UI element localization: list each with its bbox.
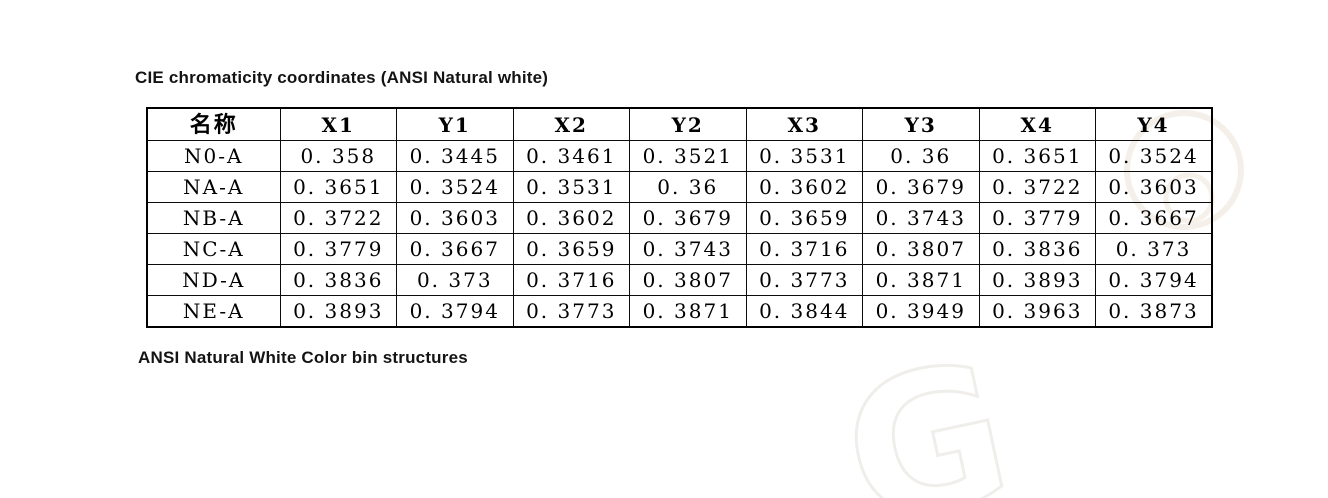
column-header-x1: X1 <box>279 107 397 141</box>
value-cell: 0. 3871 <box>862 264 980 296</box>
value-cell: 0. 3531 <box>745 140 863 172</box>
table-row: ND-A 0. 3836 0. 373 0. 3716 0. 3807 0. 3773 0.… <box>146 264 1213 296</box>
value-cell: 0. 3779 <box>978 202 1096 234</box>
value-cell: 0. 3794 <box>1095 264 1213 296</box>
value-cell: 0. 3445 <box>396 140 514 172</box>
row-name-cell: NE-A <box>146 295 281 328</box>
value-cell: 0. 3743 <box>862 202 980 234</box>
watermark-g-icon: G <box>825 319 1029 498</box>
value-cell: 0. 3807 <box>862 233 980 265</box>
row-name-cell: NB-A <box>146 202 281 234</box>
table-row: N0-A 0. 358 0. 3445 0. 3461 0. 3521 0. 3531 0.… <box>146 140 1213 172</box>
value-cell: 0. 3716 <box>745 233 863 265</box>
value-cell: 0. 3659 <box>512 233 630 265</box>
value-cell: 0. 3873 <box>1095 295 1213 328</box>
table-header-row: 名称 X1 Y1 X2 Y2 X3 Y3 X4 Y4 <box>146 107 1213 141</box>
row-name-cell: ND-A <box>146 264 281 296</box>
table-row: NB-A 0. 3722 0. 3603 0. 3602 0. 3679 0. 3659 0… <box>146 202 1213 234</box>
value-cell: 0. 3602 <box>745 171 863 203</box>
column-header-y2: Y2 <box>629 107 747 141</box>
column-header-y3: Y3 <box>862 107 980 141</box>
chromaticity-table: 名称 X1 Y1 X2 Y2 X3 Y3 X4 Y4 N0-A 0. 358 0. … <box>146 107 1213 328</box>
table-row: NC-A 0. 3779 0. 3667 0. 3659 0. 3743 0. 3716 0… <box>146 233 1213 265</box>
value-cell: 0. 3651 <box>279 171 397 203</box>
value-cell: 0. 3836 <box>978 233 1096 265</box>
column-header-x4: X4 <box>978 107 1096 141</box>
value-cell: 0. 358 <box>279 140 397 172</box>
row-name-cell: N0-A <box>146 140 281 172</box>
value-cell: 0. 3524 <box>396 171 514 203</box>
value-cell: 0. 3716 <box>512 264 630 296</box>
value-cell: 0. 3963 <box>978 295 1096 328</box>
table-row: NE-A 0. 3893 0. 3794 0. 3773 0. 3871 0. 3844 0… <box>146 295 1213 328</box>
value-cell: 0. 3773 <box>745 264 863 296</box>
value-cell: 0. 3679 <box>862 171 980 203</box>
section-label: ANSI Natural White Color bin structures <box>138 348 468 367</box>
value-cell: 0. 3651 <box>978 140 1096 172</box>
table-body: N0-A 0. 358 0. 3445 0. 3461 0. 3521 0. 3531 0.… <box>146 140 1213 328</box>
value-cell: 0. 36 <box>629 171 747 203</box>
table-title: CIE chromaticity coordinates (ANSI Natur… <box>135 68 549 87</box>
value-cell: 0. 3893 <box>978 264 1096 296</box>
value-cell: 0. 3836 <box>279 264 397 296</box>
value-cell: 0. 3722 <box>978 171 1096 203</box>
value-cell: 0. 3659 <box>745 202 863 234</box>
table-row: NA-A 0. 3651 0. 3524 0. 3531 0. 36 0. 3602 0. … <box>146 171 1213 203</box>
svg-text:G: G <box>827 320 1028 498</box>
value-cell: 0. 373 <box>396 264 514 296</box>
value-cell: 0. 3949 <box>862 295 980 328</box>
value-cell: 0. 3603 <box>396 202 514 234</box>
value-cell: 0. 3602 <box>512 202 630 234</box>
value-cell: 0. 3521 <box>629 140 747 172</box>
column-header-y4: Y4 <box>1095 107 1213 141</box>
value-cell: 0. 3844 <box>745 295 863 328</box>
value-cell: 0. 3667 <box>396 233 514 265</box>
column-header-name: 名称 <box>146 107 281 141</box>
value-cell: 0. 3603 <box>1095 171 1213 203</box>
value-cell: 0. 3667 <box>1095 202 1213 234</box>
value-cell: 0. 3743 <box>629 233 747 265</box>
value-cell: 0. 3893 <box>279 295 397 328</box>
value-cell: 0. 36 <box>862 140 980 172</box>
value-cell: 0. 3531 <box>512 171 630 203</box>
value-cell: 0. 3807 <box>629 264 747 296</box>
value-cell: 0. 3871 <box>629 295 747 328</box>
column-header-y1: Y1 <box>396 107 514 141</box>
column-header-x2: X2 <box>512 107 630 141</box>
value-cell: 0. 3773 <box>512 295 630 328</box>
value-cell: 0. 3779 <box>279 233 397 265</box>
column-header-x3: X3 <box>745 107 863 141</box>
row-name-cell: NA-A <box>146 171 281 203</box>
value-cell: 0. 3722 <box>279 202 397 234</box>
value-cell: 0. 3524 <box>1095 140 1213 172</box>
value-cell: 0. 3461 <box>512 140 630 172</box>
value-cell: 0. 373 <box>1095 233 1213 265</box>
value-cell: 0. 3679 <box>629 202 747 234</box>
row-name-cell: NC-A <box>146 233 281 265</box>
value-cell: 0. 3794 <box>396 295 514 328</box>
